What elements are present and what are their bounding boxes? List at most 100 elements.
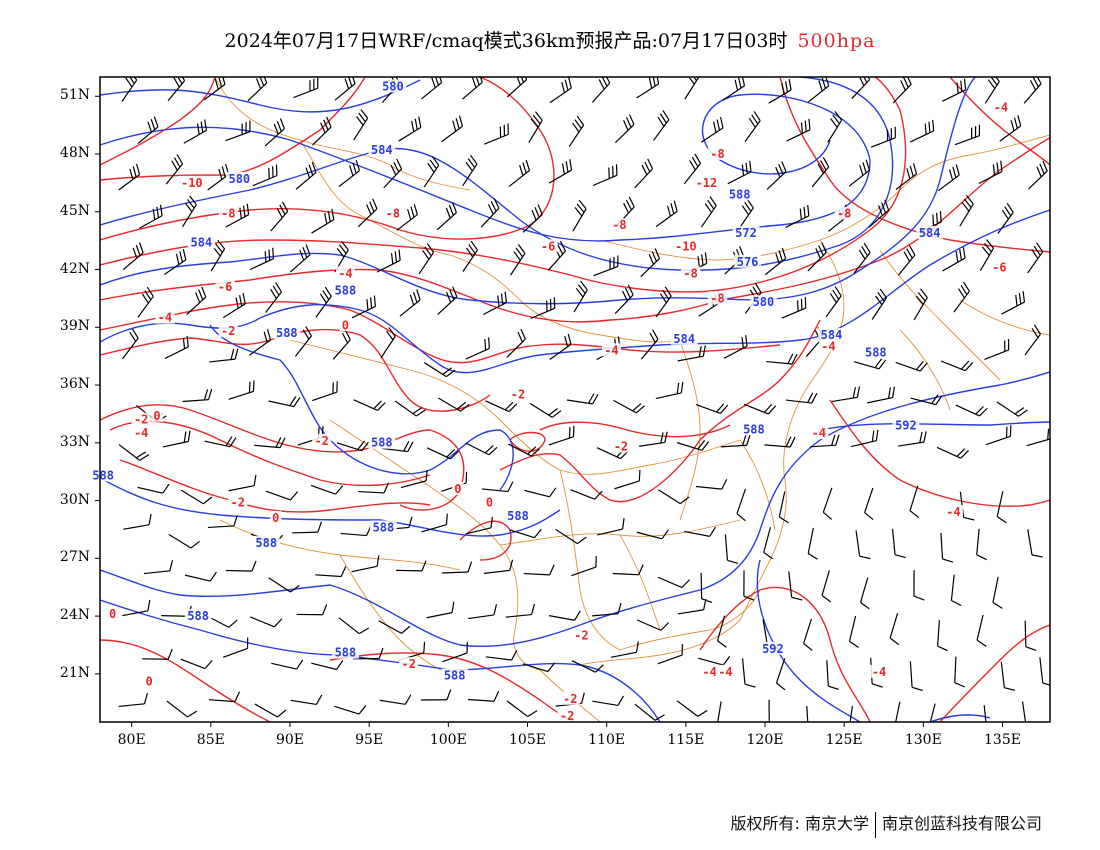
wind-barb	[806, 705, 809, 722]
wind-barb	[768, 79, 792, 104]
boundary-line	[679, 339, 701, 521]
geopotential-contour	[100, 79, 421, 113]
wind-barb	[1000, 661, 1016, 691]
svg-text:-4: -4	[134, 426, 148, 440]
wind-barb	[831, 386, 861, 403]
wind-barb	[436, 202, 457, 231]
wind-barb	[423, 156, 440, 188]
svg-text:-4: -4	[812, 426, 826, 440]
wind-barb	[118, 693, 148, 708]
wind-barb	[167, 77, 186, 102]
wind-barb	[954, 656, 966, 688]
temperature-contour	[939, 624, 1050, 722]
wind-barb	[121, 77, 138, 102]
wind-barb	[848, 159, 871, 187]
wind-barb	[634, 703, 665, 721]
wind-barb	[657, 576, 690, 589]
wind-barb	[676, 700, 708, 717]
wind-barb	[898, 431, 927, 447]
svg-text:588: 588	[373, 520, 395, 534]
wind-barb	[855, 530, 871, 560]
wind-barb	[510, 244, 526, 276]
wind-barb	[676, 440, 710, 451]
wind-barb	[570, 489, 603, 500]
wind-barb	[421, 513, 448, 533]
wind-barb	[593, 255, 619, 277]
wind-barb	[465, 337, 490, 360]
contour-labels: -10-8 -8-6-8-4-6-4-2 0-4-2-2 0-4-20-200-2-8…	[89, 79, 1011, 723]
wind-barb	[166, 700, 198, 718]
wind-barb	[271, 659, 304, 670]
svg-text:0: 0	[109, 607, 116, 621]
longitude-label: 100E	[429, 732, 467, 748]
wind-barb	[225, 560, 257, 572]
wind-barb	[657, 644, 683, 665]
wind-barb	[222, 637, 249, 658]
geopotential-label: 588	[370, 520, 397, 534]
wind-barb	[700, 572, 713, 604]
svg-text:0: 0	[153, 409, 160, 423]
temperature-contour	[100, 301, 781, 364]
wind-barb	[338, 160, 361, 188]
svg-text:0: 0	[486, 495, 493, 509]
wind-barb	[290, 244, 311, 273]
wind-barb	[571, 556, 597, 577]
wind-barb	[254, 437, 286, 449]
wind-barb	[294, 326, 312, 357]
latitude-label: 30N	[59, 491, 90, 508]
wind-barb	[418, 243, 435, 275]
svg-text:584: 584	[190, 236, 212, 250]
wind-barb	[338, 617, 370, 635]
map-background	[100, 77, 1050, 722]
svg-text:592: 592	[895, 418, 917, 432]
wind-barb	[183, 119, 208, 144]
temperature-label: -10	[178, 175, 206, 190]
wind-barb	[979, 239, 994, 271]
geopotential-label: 588	[441, 668, 469, 683]
geopotential-label: 588	[332, 645, 359, 660]
wind-barb	[959, 194, 974, 227]
svg-text:-8: -8	[386, 207, 400, 221]
wind-barb	[610, 641, 639, 658]
temperature-label: 0	[339, 318, 352, 332]
longitude-label: 95E	[355, 732, 384, 748]
svg-text:-4: -4	[338, 266, 352, 280]
pressure-level: 500hpa	[797, 30, 876, 52]
geopotential-label: 584	[368, 143, 396, 157]
wind-barb	[612, 564, 644, 576]
boundary-line	[299, 139, 451, 256]
wind-barb	[483, 291, 507, 316]
wind-barb	[807, 527, 818, 560]
svg-text:584: 584	[821, 328, 843, 342]
wind-barb	[848, 705, 853, 722]
wind-barb	[572, 199, 587, 232]
wind-barb	[358, 482, 390, 494]
svg-text:-8: -8	[612, 218, 626, 232]
wind-barb	[353, 109, 369, 141]
wind-barb	[591, 77, 611, 103]
svg-text:588: 588	[729, 187, 751, 201]
wind-barb	[204, 436, 237, 448]
wind-barb	[566, 393, 599, 405]
wind-barb	[268, 577, 300, 593]
wind-barb	[1027, 242, 1044, 274]
latitude-label: 33N	[59, 433, 90, 450]
wind-barb	[1024, 620, 1037, 651]
wind-barb	[910, 394, 943, 406]
wind-barb	[228, 474, 257, 492]
latitude-label: 27N	[59, 549, 90, 566]
svg-text:580: 580	[228, 172, 250, 186]
wind-barb	[378, 620, 411, 634]
wind-barb	[571, 660, 604, 673]
svg-text:580: 580	[382, 80, 404, 94]
wind-barb	[677, 598, 707, 615]
temperature-label: -4	[131, 426, 151, 440]
wind-barb	[634, 158, 654, 189]
wind-barb	[950, 574, 962, 607]
temperature-label: -4	[869, 664, 889, 679]
wind-barb	[353, 399, 386, 411]
wind-barb	[848, 615, 859, 649]
wind-barb	[803, 618, 813, 651]
wind-barb	[807, 77, 830, 103]
temperature-label: -12	[693, 175, 720, 190]
